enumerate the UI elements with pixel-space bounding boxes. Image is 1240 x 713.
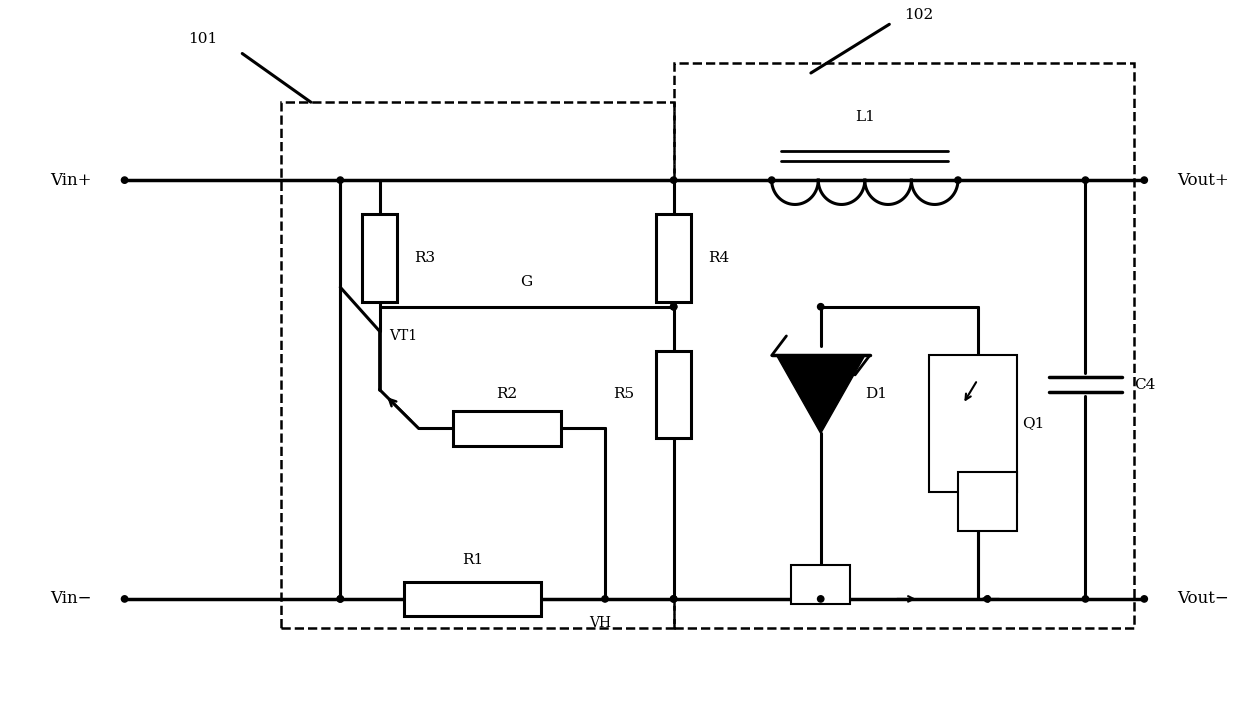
Circle shape — [1083, 596, 1089, 602]
Text: 102: 102 — [904, 8, 934, 21]
Bar — [656, 351, 691, 438]
Text: VT1: VT1 — [389, 329, 418, 343]
Bar — [929, 356, 1017, 492]
Circle shape — [671, 596, 677, 602]
Polygon shape — [776, 356, 864, 434]
Circle shape — [122, 177, 128, 183]
Circle shape — [1083, 177, 1089, 183]
Circle shape — [769, 177, 775, 183]
Text: L1: L1 — [854, 110, 874, 124]
Circle shape — [671, 596, 677, 602]
Circle shape — [337, 177, 343, 183]
Circle shape — [671, 304, 677, 310]
Text: Vin+: Vin+ — [50, 172, 92, 189]
Circle shape — [122, 596, 128, 602]
Bar — [453, 411, 560, 446]
Circle shape — [671, 177, 677, 183]
Bar — [791, 565, 851, 604]
Bar — [281, 102, 673, 628]
Circle shape — [671, 304, 677, 310]
Text: R3: R3 — [414, 251, 435, 265]
Text: Vin−: Vin− — [50, 590, 92, 607]
Circle shape — [1141, 177, 1147, 183]
Text: 101: 101 — [188, 32, 218, 46]
Bar — [959, 472, 1017, 530]
Text: VH: VH — [589, 616, 611, 630]
Circle shape — [337, 596, 343, 602]
Circle shape — [817, 596, 823, 602]
Circle shape — [985, 596, 991, 602]
Circle shape — [955, 177, 961, 183]
Bar — [656, 214, 691, 302]
Circle shape — [817, 304, 823, 310]
Circle shape — [1141, 596, 1147, 602]
Text: Q1: Q1 — [1022, 416, 1044, 431]
Bar — [362, 214, 397, 302]
Text: C4: C4 — [1135, 378, 1156, 391]
Circle shape — [601, 596, 608, 602]
Bar — [404, 582, 542, 616]
Text: R2: R2 — [496, 387, 517, 401]
Text: G: G — [521, 275, 533, 289]
Bar — [673, 63, 1135, 628]
Text: R5: R5 — [614, 387, 635, 401]
Text: R4: R4 — [708, 251, 729, 265]
Text: Vout+: Vout+ — [1177, 172, 1229, 189]
Text: D1: D1 — [864, 387, 887, 401]
Circle shape — [337, 596, 343, 602]
Text: Vout−: Vout− — [1177, 590, 1229, 607]
Text: R1: R1 — [463, 553, 484, 567]
